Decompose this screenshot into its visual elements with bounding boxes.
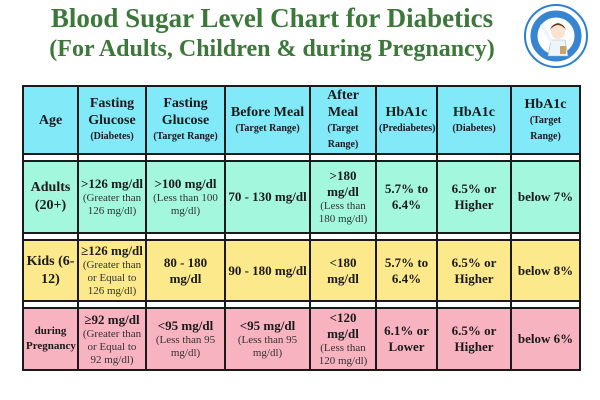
table-row-kids: Kids (6-12) ≥126 mg/dl (Greater than or E… <box>22 239 581 302</box>
blood-sugar-table: Age Fasting Glucose (Diabetes) Fasting Gl… <box>22 85 581 371</box>
cell-after-meal: <120 mg/dl (Less than 120 mg/dl) <box>309 307 377 371</box>
page-title: Blood Sugar Level Chart for Diabetics (F… <box>22 3 522 64</box>
title-line-2: (For Adults, Children & during Pregnancy… <box>49 36 495 62</box>
cell-age: Adults (20+) <box>22 160 79 234</box>
cell-fasting-diabetes: ≥126 mg/dl (Greater than or Equal to 126 … <box>77 239 147 302</box>
cell-hba1c-target: below 6% <box>510 307 581 371</box>
cell-age: Kids (6-12) <box>22 239 79 302</box>
title-line-1: Blood Sugar Level Chart for Diabetics <box>50 3 494 33</box>
cell-hba1c-prediabetes: 5.7% to 6.4% <box>375 239 438 302</box>
cell-fasting-target: >100 mg/dl (Less than 100 mg/dl) <box>145 160 226 234</box>
cell-fasting-target: <95 mg/dl (Less than 95 mg/dl) <box>145 307 226 371</box>
header-before-meal: Before Meal (Target Range) <box>224 85 311 155</box>
table-row-adults: Adults (20+) >126 mg/dl (Greater than 126… <box>22 160 581 234</box>
spacer-row <box>22 232 581 241</box>
spacer-row <box>22 153 581 162</box>
header-hba1c-target: HbA1c (Target Range) <box>510 85 581 155</box>
cell-hba1c-prediabetes: 6.1% or Lower <box>375 307 438 371</box>
cell-hba1c-target: below 7% <box>510 160 581 234</box>
cell-hba1c-diabetes: 6.5% or Higher <box>436 307 512 371</box>
cell-hba1c-diabetes: 6.5% or Higher <box>436 239 512 302</box>
cell-fasting-target: 80 - 180 mg/dl <box>145 239 226 302</box>
cell-fasting-diabetes: >126 mg/dl (Greater than 126 mg/dl) <box>77 160 147 234</box>
cell-age: during Pregnancy <box>22 307 79 371</box>
cell-hba1c-diabetes: 6.5% or Higher <box>436 160 512 234</box>
header-hba1c-diabetes: HbA1c (Diabetes) <box>436 85 512 155</box>
cell-before-meal: <95 mg/dl (Less than 95 mg/dl) <box>224 307 311 371</box>
cell-fasting-diabetes: ≥92 mg/dl (Greater than or Equal to 92 mg… <box>77 307 147 371</box>
table-row-pregnancy: during Pregnancy ≥92 mg/dl (Greater than … <box>22 307 581 371</box>
header-row: Age Fasting Glucose (Diabetes) Fasting Gl… <box>22 85 581 155</box>
cell-hba1c-prediabetes: 5.7% to 6.4% <box>375 160 438 234</box>
cell-after-meal: >180 mg/dl (Less than 180 mg/dl) <box>309 160 377 234</box>
header-fasting-diabetes: Fasting Glucose (Diabetes) <box>77 85 147 155</box>
cell-hba1c-target: below 8% <box>510 239 581 302</box>
doctor-mascot-icon <box>524 4 588 68</box>
header-after-meal: After Meal (Target Range) <box>309 85 377 155</box>
header-hba1c-prediabetes: HbA1c (Prediabetes) <box>375 85 438 155</box>
cell-after-meal: <180 mg/dl <box>309 239 377 302</box>
spacer-row <box>22 300 581 309</box>
cell-before-meal: 90 - 180 mg/dl <box>224 239 311 302</box>
header-age: Age <box>22 85 79 155</box>
cell-before-meal: 70 - 130 mg/dl <box>224 160 311 234</box>
diabetes-dose-logo <box>524 4 588 68</box>
header-fasting-target: Fasting Glucose (Target Range) <box>145 85 226 155</box>
